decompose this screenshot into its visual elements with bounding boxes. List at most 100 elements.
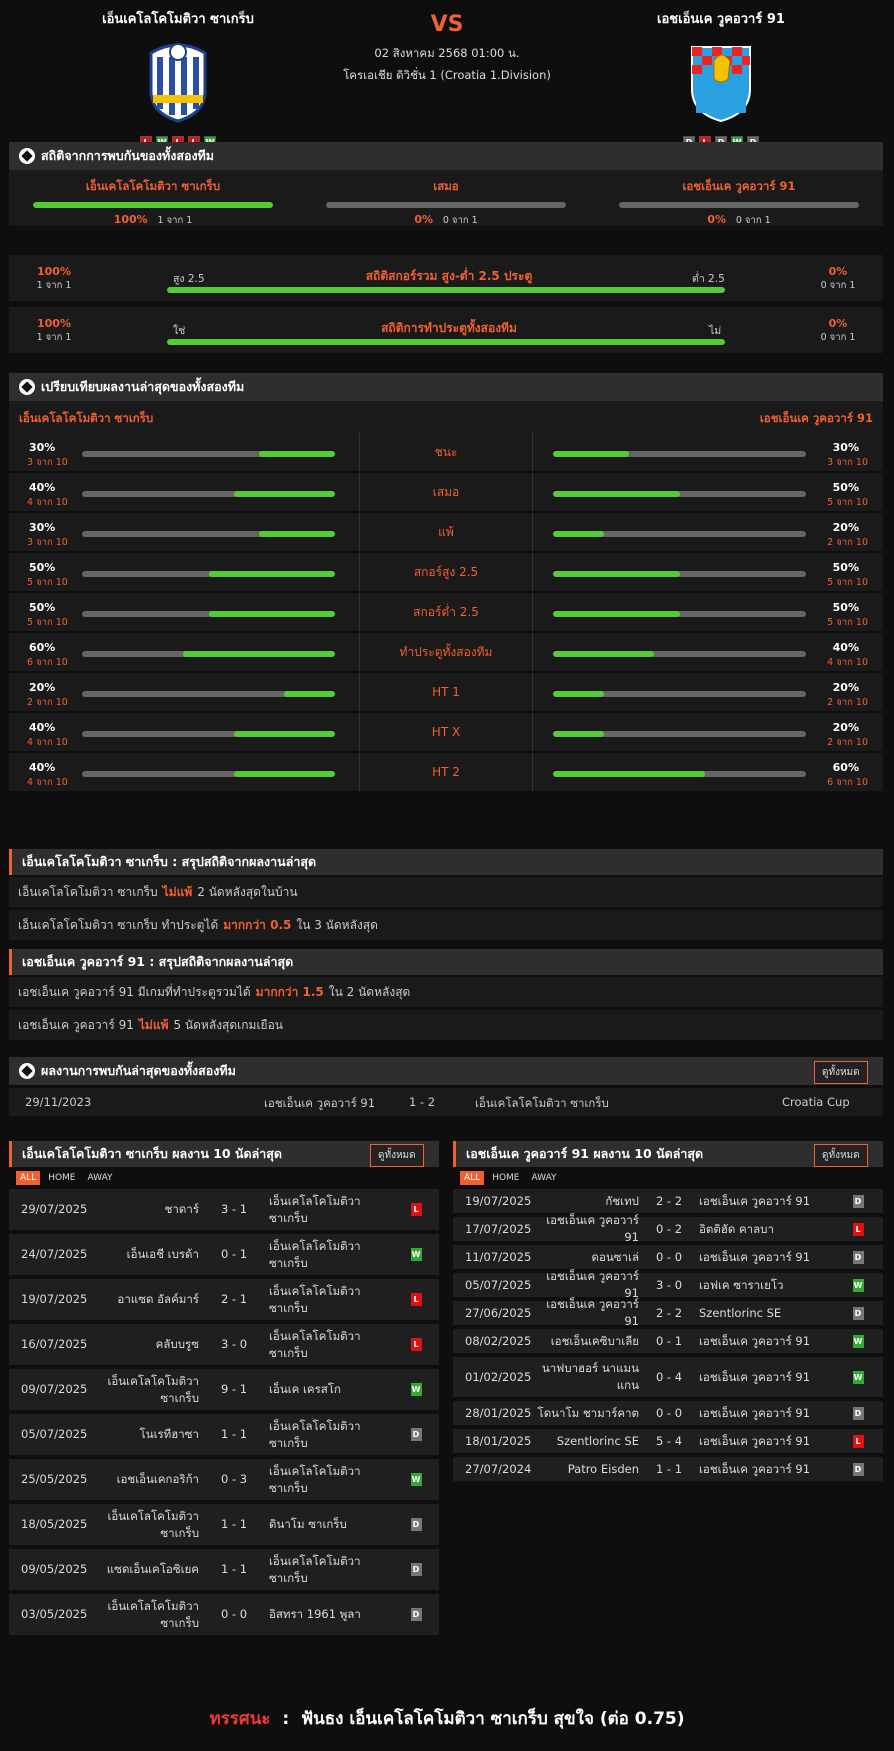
match-score: 0 - 1 <box>655 1333 683 1348</box>
away-team[interactable]: เอชเอ็นเค วูคอวาร์ 91 DLDWD <box>591 8 851 148</box>
last-h2h-title: ผลงานการพบกันล่าสุดของทั้งสองทีม <box>41 1063 236 1078</box>
match-row[interactable]: 05/07/2025 โนเรทีฮาซา 1 - 1 เอ็นเคโลโคโมติว… <box>9 1414 439 1459</box>
compare-away-cell: 50% 5 จาก 10 <box>533 593 883 631</box>
match-date: 09/05/2025 <box>21 1562 88 1576</box>
match-row[interactable]: 09/07/2025 เอ็นเคโลโคโมติวา ซาเกร็บ 9 - 1 เ… <box>9 1369 439 1414</box>
summary-highlight: มากกว่า 0.5 <box>223 917 292 932</box>
home-team[interactable]: เอ็นเคโลโคโมติวา ซาเกร็บ LWLLW <box>48 8 308 148</box>
match-row[interactable]: 18/01/2025 Szentlorinc SE 5 - 4 เอชเอ็นเค ว… <box>453 1429 883 1457</box>
match-away: เอชเอ็นเค วูคอวาร์ 91 <box>699 1333 811 1348</box>
compare-row: 30% 3 จาก 10 แพ้ 20% 2 จาก 10 <box>9 513 883 551</box>
match-row[interactable]: 25/05/2025 เอชเอ็นเคกอริก้า 0 - 3 เอ็นเคโลโ… <box>9 1459 439 1504</box>
tab-away[interactable]: AWAY <box>531 1173 557 1183</box>
btts-bar <box>167 339 725 345</box>
match-row[interactable]: 19/07/2025 อาแซด อัลค์มาร์ 2 - 1 เอ็นเคโลโค… <box>9 1279 439 1324</box>
match-row[interactable]: 09/05/2025 แซดเอ็นเคโอซิเยค 1 - 1 เอ็นเคโลโ… <box>9 1549 439 1594</box>
compare-home-cell: 50% 5 จาก 10 <box>9 553 359 591</box>
last-h2h-row[interactable]: 29/11/2023 เอชเอ็นเค วูคอวาร์ 91 1 - 2 เ… <box>9 1088 883 1116</box>
away-bar <box>553 651 806 657</box>
compare-row: 40% 4 จาก 10 เสมอ 50% 5 จาก 10 <box>9 473 883 511</box>
compare-home-cell: 60% 6 จาก 10 <box>9 633 359 671</box>
view-all-h2h-button[interactable]: ดูทั้งหมด <box>814 1061 868 1084</box>
home-bar <box>82 731 335 737</box>
prediction-text: ฟันธง เอ็นเคโลโคโมติวา ซาเกร็บ สุขใจ (ต่… <box>301 1709 685 1729</box>
home-count: 3 จาก 10 <box>27 457 68 468</box>
summary-text: เอ็นเคโลโคโมติวา ซาเกร็บ <box>18 884 158 899</box>
result-badge: L <box>410 1338 422 1351</box>
match-score: 1 - 1 <box>655 1461 683 1476</box>
match-row[interactable]: 03/05/2025 เอ็นเคโลโคโมติวา ซาเกร็บ 0 - 0 อ… <box>9 1594 439 1639</box>
match-away: เอ็นเคโลโคโมติวา ซาเกร็บ <box>269 1553 361 1585</box>
h2h-home-bar <box>33 202 273 208</box>
result-badge: D <box>852 1250 864 1264</box>
away-summary-line-2: เอชเอ็นเค วูคอวาร์ 91 ไม่แพ้ 5 นัดหลังสุดเ… <box>9 1010 883 1040</box>
home-pct: 50% <box>29 601 56 614</box>
result-badge: D <box>410 1563 422 1576</box>
match-row[interactable]: 16/07/2025 คลับบรูซ 3 - 0 เอ็นเคโลโคโมติวา … <box>9 1324 439 1369</box>
match-datetime: 02 สิงหาคม 2568 01:00 น. <box>374 46 520 60</box>
match-row[interactable]: 28/01/2025 โดนาโม ชามาร์คาต 0 - 0 เอชเอ็นเค… <box>453 1401 883 1429</box>
match-score: 3 - 0 <box>220 1337 248 1351</box>
match-home: แซดเอ็นเคโอซิเยค <box>106 1562 199 1576</box>
tab-all[interactable]: ALL <box>16 1171 41 1185</box>
match-date: 27/06/2025 <box>465 1305 532 1320</box>
home-bar <box>82 571 335 577</box>
match-row[interactable]: 29/07/2025 ชาดาร์ 3 - 1 เอ็นเคโลโคโมติวา ซา… <box>9 1189 439 1234</box>
match-score: 0 - 1 <box>220 1247 248 1261</box>
match-info: VS 02 สิงหาคม 2568 01:00 น. โครเอเชีย ดิ… <box>297 12 597 85</box>
compare-title: เปรียบเทียบผลงานล่าสุดของทั้งสองทีม <box>41 379 245 394</box>
match-row[interactable]: 08/02/2025 เอชเอ็นเคซิบาเลีย 0 - 1 เอชเอ็นเ… <box>453 1329 883 1357</box>
match-score: 2 - 2 <box>655 1305 683 1320</box>
h2h-away-bar <box>619 202 859 208</box>
tab-all[interactable]: ALL <box>460 1171 485 1185</box>
match-home: โนเรทีฮาซา <box>139 1427 199 1441</box>
h2h-away-count: 0 จาก 1 <box>735 215 771 226</box>
match-away: เอ็นเคโลโคโมติวา ซาเกร็บ <box>269 1193 361 1225</box>
h2h-home-win: เอ็นเคโลโคโมติวา ซาเกร็บ 100% 1 จาก 1 <box>33 178 273 228</box>
match-home: นาฟบาฮอร์ นาแมนแกน <box>541 1361 639 1392</box>
match-away: เอฟเค ซาราเยโว <box>699 1277 784 1292</box>
home-team-name: เอ็นเคโลโคโมติวา ซาเกร็บ <box>102 12 254 27</box>
match-home: เอชเอ็นเค วูคอวาร์ 91 <box>546 1269 639 1300</box>
tab-home[interactable]: HOME <box>48 1173 76 1183</box>
compare-away-cell: 50% 5 จาก 10 <box>533 553 883 591</box>
away-last10-tabs: ALL HOME AWAY <box>460 1171 561 1185</box>
match-row[interactable]: 01/02/2025 นาฟบาฮอร์ นาแมนแกน 0 - 4 เอชเอ็น… <box>453 1357 883 1401</box>
result-badge: L <box>852 1222 864 1236</box>
away-bar <box>553 531 806 537</box>
match-row[interactable]: 27/06/2025 เอชเอ็นเค วูคอวาร์ 91 2 - 2 Szen… <box>453 1297 883 1329</box>
summary-text: 2 นัดหลังสุดในบ้าน <box>197 884 298 899</box>
tab-away[interactable]: AWAY <box>87 1173 113 1183</box>
view-all-away-button[interactable]: ดูทั้งหมด <box>814 1144 868 1167</box>
away-bar <box>553 451 806 457</box>
away-count: 2 จาก 10 <box>827 737 868 748</box>
home-last10-table: 29/07/2025 ชาดาร์ 3 - 1 เอ็นเคโลโคโมติวา ซา… <box>9 1189 439 1639</box>
home-bar <box>82 451 335 457</box>
match-row[interactable]: 18/05/2025 เอ็นเคโลโคโมติวา ซาเกร็บ 1 - 1 ด… <box>9 1504 439 1549</box>
compare-label: HT 1 <box>359 673 533 711</box>
ou-right-label: ต่ำ 2.5 <box>692 273 725 285</box>
compare-away-cell: 50% 5 จาก 10 <box>533 473 883 511</box>
h2h-away-win: เอชเอ็นเค วูคอวาร์ 91 0% 0 จาก 1 <box>619 178 859 228</box>
tab-home[interactable]: HOME <box>492 1173 520 1183</box>
view-all-home-button[interactable]: ดูทั้งหมด <box>370 1144 424 1167</box>
away-pct: 40% <box>832 641 859 654</box>
match-away: เอ็นเคโลโคโมติวา ซาเกร็บ <box>269 1328 361 1360</box>
home-pct: 40% <box>29 481 56 494</box>
away-bar <box>553 771 806 777</box>
match-row[interactable]: 17/07/2025 เอชเอ็นเค วูคอวาร์ 91 0 - 2 อิตต… <box>453 1213 883 1245</box>
match-home: Szentlorinc SE <box>556 1433 639 1448</box>
match-row[interactable]: 11/07/2025 ดอนซาเล่ 0 - 0 เอชเอ็นเค วูคอวาร… <box>453 1245 883 1273</box>
away-last10-title: เอชเอ็นเค วูคอวาร์ 91 ผลงาน 10 นัดล่าสุด <box>466 1146 704 1161</box>
away-bar <box>553 691 806 697</box>
match-row[interactable]: 24/07/2025 เอ็นเอชี เบรด้า 0 - 1 เอ็นเคโลโค… <box>9 1234 439 1279</box>
match-home: เอ็นเคโลโคโมติวา ซาเกร็บ <box>107 1508 199 1540</box>
match-date: 19/07/2025 <box>465 1193 532 1208</box>
match-row[interactable]: 19/07/2025 กัชเทป 2 - 2 เอชเอ็นเค วูคอวาร์ … <box>453 1189 883 1217</box>
home-summary-title: เอ็นเคโลโคโมติวา ซาเกร็บ : สรุปสถิติจากผ… <box>22 854 317 869</box>
match-row[interactable]: 27/07/2024 Patro Eisden 1 - 1 เอชเอ็นเค วูค… <box>453 1457 883 1485</box>
match-row[interactable]: 05/07/2025 เอชเอ็นเค วูคอวาร์ 91 3 - 0 เอฟเ… <box>453 1269 883 1301</box>
summary-text: เอ็นเคโลโคโมติวา ซาเกร็บ ทำประตูได้ <box>18 917 219 932</box>
away-pct: 50% <box>832 481 859 494</box>
match-date: 27/07/2024 <box>465 1461 532 1476</box>
